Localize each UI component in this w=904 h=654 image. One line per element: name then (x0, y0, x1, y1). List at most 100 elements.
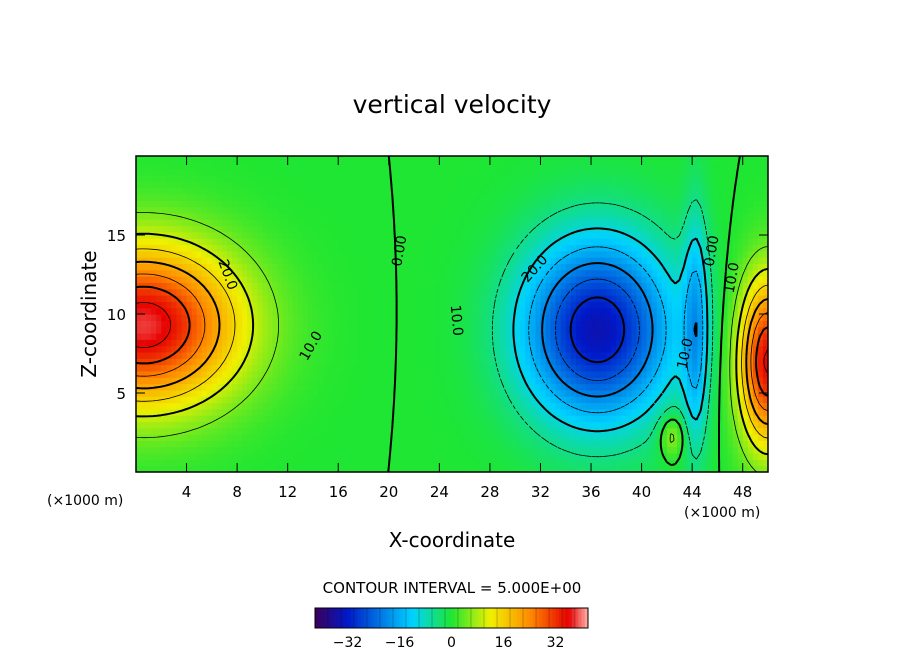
heatmap-cell (166, 219, 172, 227)
heatmap-cell (287, 377, 294, 385)
heatmap-cell (323, 446, 329, 454)
heatmap-cell (403, 231, 410, 239)
heatmap-cell (272, 212, 279, 220)
heatmap-cell (596, 181, 602, 189)
heatmap-cell (449, 408, 456, 416)
heatmap-cell (181, 295, 188, 302)
heatmap-cell (328, 219, 334, 227)
heatmap-cell (631, 212, 638, 220)
heatmap-cell (338, 295, 344, 302)
heatmap-cell (191, 459, 198, 467)
heatmap-cell (434, 174, 440, 182)
heatmap-cell (136, 307, 142, 315)
heatmap-cell (403, 276, 410, 283)
heatmap-cell (444, 396, 451, 404)
heatmap-cell (353, 181, 360, 189)
heatmap-cell (242, 421, 248, 429)
heatmap-cell (191, 244, 198, 252)
heatmap-cell (307, 250, 314, 258)
heatmap-cell (449, 288, 456, 296)
heatmap-cell (252, 370, 258, 378)
heatmap-cell (596, 162, 602, 170)
heatmap-cell (237, 415, 243, 423)
heatmap-cell (373, 231, 380, 239)
heatmap-cell (621, 307, 628, 315)
heatmap-cell (146, 440, 152, 448)
heatmap-cell (484, 446, 491, 454)
heatmap-cell (444, 326, 451, 334)
heatmap-cell (479, 358, 486, 366)
heatmap-cell (585, 263, 592, 271)
heatmap-cell (221, 389, 228, 397)
heatmap-cell (540, 156, 547, 163)
heatmap-cell (368, 421, 375, 429)
heatmap-cell (146, 408, 152, 416)
heatmap-cell (292, 345, 299, 353)
heatmap-cell (136, 301, 142, 309)
heatmap-cell (368, 225, 375, 233)
heatmap-cell (601, 364, 607, 372)
heatmap-cell (580, 389, 587, 397)
heatmap-cell (257, 269, 263, 277)
heatmap-cell (358, 332, 365, 340)
heatmap-cell (606, 282, 612, 290)
heatmap-cell (575, 174, 582, 182)
heatmap-cell (277, 288, 284, 296)
heatmap-cell (302, 200, 309, 208)
heatmap-cell (353, 307, 360, 315)
heatmap-cell (292, 446, 299, 454)
heatmap-cell (540, 351, 547, 359)
heatmap-cell (358, 187, 365, 195)
heatmap-cell (353, 440, 360, 448)
heatmap-cell (606, 187, 612, 195)
heatmap-cell (277, 263, 284, 271)
heatmap-cell (555, 174, 562, 182)
heatmap-cell (459, 200, 466, 208)
heatmap-cell (444, 225, 451, 233)
heatmap-cell (449, 459, 456, 467)
heatmap-cell (636, 187, 643, 195)
heatmap-cell (146, 320, 152, 328)
heatmap-cell (161, 408, 167, 416)
heatmap-cell (343, 358, 349, 366)
heatmap-cell (201, 238, 208, 246)
heatmap-cell (591, 459, 597, 467)
heatmap-cell (312, 200, 319, 208)
heatmap-cell (606, 358, 612, 366)
heatmap-cell (232, 187, 238, 195)
heatmap-cell (211, 440, 218, 448)
heatmap-cell (505, 440, 511, 448)
heatmap-cell (282, 377, 289, 385)
heatmap-cell (419, 427, 425, 435)
heatmap-cell (424, 408, 430, 416)
heatmap-cell (434, 263, 440, 271)
heatmap-cell (191, 276, 198, 283)
heatmap-cell (196, 453, 203, 460)
heatmap-cell (151, 364, 157, 372)
heatmap-cell (378, 351, 385, 359)
heatmap-cell (439, 396, 446, 404)
heatmap-cell (429, 427, 435, 435)
heatmap-cell (292, 238, 299, 246)
heatmap-cell (262, 225, 269, 233)
heatmap-cell (464, 465, 471, 472)
heatmap-cell (277, 453, 284, 460)
heatmap-cell (166, 370, 172, 378)
heatmap-cell (211, 314, 218, 321)
heatmap-cell (555, 295, 562, 302)
heatmap-cell (469, 440, 476, 448)
heatmap-cell (333, 288, 339, 296)
heatmap-cell (282, 345, 289, 353)
heatmap-cell (333, 238, 339, 246)
heatmap-cell (186, 206, 193, 214)
heatmap-cell (237, 408, 243, 416)
heatmap-cell (136, 383, 142, 391)
heatmap-cell (333, 339, 339, 347)
heatmap-cell (565, 263, 572, 271)
heatmap-cell (585, 446, 592, 454)
heatmap-cell (500, 212, 506, 220)
heatmap-cell (525, 288, 531, 296)
heatmap-cell (343, 332, 349, 340)
heatmap-cell (464, 282, 471, 290)
heatmap-cell (378, 156, 385, 163)
